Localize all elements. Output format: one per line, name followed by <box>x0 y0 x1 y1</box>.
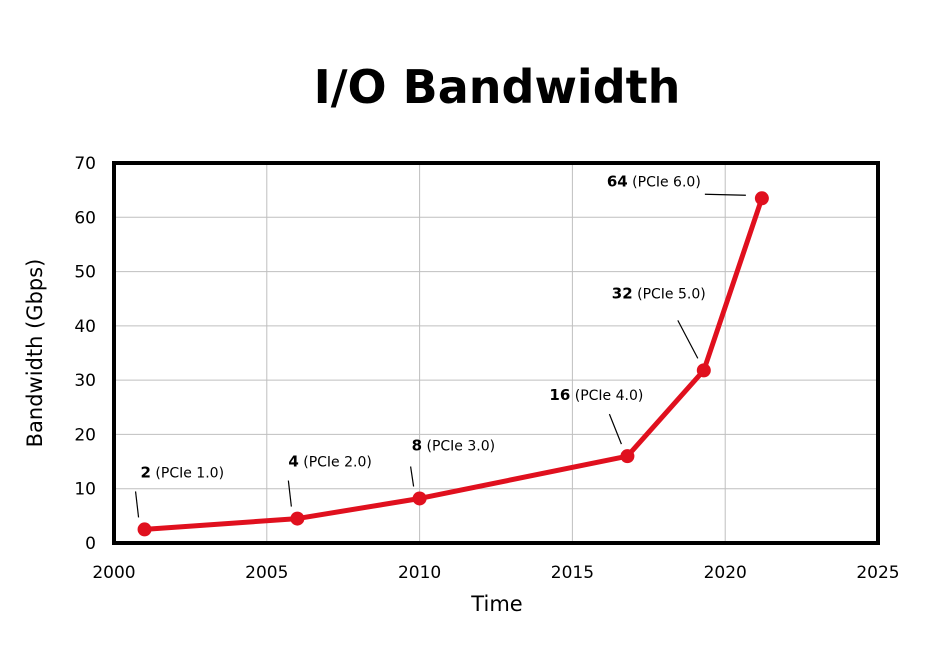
grid <box>113 162 879 544</box>
data-point <box>696 363 711 378</box>
annotation-label: 2 (PCIe 1.0) <box>141 463 225 481</box>
annotation-interface: (PCIe 1.0) <box>151 465 224 481</box>
y-tick-label: 20 <box>74 425 96 445</box>
series-pcie-bandwidth <box>137 191 769 537</box>
y-axis-ticks: 0 10 20 30 40 50 60 70 <box>74 154 96 554</box>
annotation-value: 64 <box>607 172 628 190</box>
y-tick-label: 40 <box>74 317 96 337</box>
annotation-value: 8 <box>412 436 422 454</box>
data-point <box>412 491 427 506</box>
annotation-label: 8 (PCIe 3.0) <box>412 436 496 454</box>
y-tick-label: 10 <box>74 480 96 500</box>
annotation-leader <box>410 466 415 487</box>
x-tick-label: 2020 <box>704 563 747 583</box>
annotation-label: 32 (PCIe 5.0) <box>612 284 706 302</box>
annotation-label: 16 (PCIe 4.0) <box>549 386 643 404</box>
data-point <box>137 522 152 537</box>
x-tick-label: 2000 <box>92 563 135 583</box>
plot-frame <box>112 161 880 545</box>
annotation-leader <box>608 413 622 445</box>
y-tick-label: 30 <box>74 371 96 391</box>
annotation-value: 32 <box>612 284 633 302</box>
annotation-leader <box>704 193 746 196</box>
x-axis-ticks: 2000 2005 2010 2015 2020 2025 <box>92 563 899 583</box>
annotation-label: 64 (PCIe 6.0) <box>607 172 701 190</box>
chart-title: I/O Bandwidth <box>314 60 681 114</box>
x-tick-label: 2015 <box>551 563 594 583</box>
y-axis-label: Bandwidth (Gbps) <box>23 259 47 448</box>
annotation-leader <box>134 491 140 518</box>
y-tick-label: 60 <box>74 208 96 228</box>
data-point <box>620 449 635 464</box>
annotation-interface: (PCIe 5.0) <box>633 286 706 302</box>
data-point <box>754 191 769 206</box>
annotation-interface: (PCIe 4.0) <box>570 388 643 404</box>
x-tick-label: 2005 <box>245 563 288 583</box>
annotation-value: 16 <box>549 386 570 404</box>
y-tick-label: 50 <box>74 263 96 283</box>
data-point <box>290 511 305 526</box>
annotation-value: 2 <box>141 463 151 481</box>
y-tick-label: 70 <box>74 154 96 174</box>
annotation-leader <box>287 480 292 507</box>
annotation-leader <box>677 320 699 359</box>
x-tick-label: 2025 <box>856 563 899 583</box>
series-line <box>142 195 765 532</box>
annotation-interface: (PCIe 2.0) <box>299 455 372 471</box>
x-tick-label: 2010 <box>398 563 441 583</box>
y-tick-label: 0 <box>85 534 96 554</box>
annotation-interface: (PCIe 3.0) <box>422 438 495 454</box>
annotation-label: 4 (PCIe 2.0) <box>288 453 372 471</box>
x-axis-label: Time <box>470 592 522 616</box>
annotation-interface: (PCIe 6.0) <box>628 174 701 190</box>
annotation-value: 4 <box>288 453 298 471</box>
annotations: 2 (PCIe 1.0) 4 (PCIe 2.0) 8 (PCIe 3.0) 16 (… <box>134 172 746 518</box>
